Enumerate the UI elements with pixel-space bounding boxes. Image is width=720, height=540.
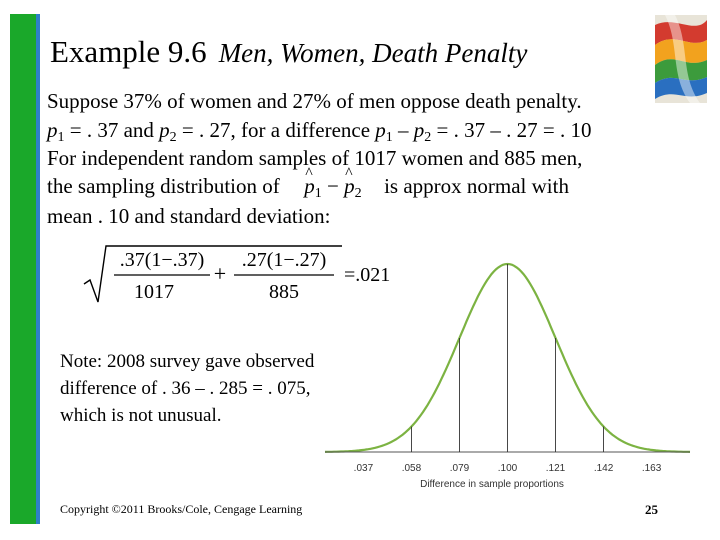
body-line-1: Suppose 37% of women and 27% of men oppo… bbox=[47, 89, 582, 113]
denominator-2: 885 bbox=[269, 281, 299, 303]
p-symbol: p bbox=[47, 118, 58, 142]
x-tick-label: .121 bbox=[546, 463, 566, 474]
x-tick-label: .058 bbox=[402, 463, 422, 474]
x-tick-label: .037 bbox=[354, 463, 374, 474]
denominator-1: 1017 bbox=[134, 281, 174, 303]
body-line-5: mean . 10 and standard deviation: bbox=[47, 204, 331, 228]
x-tick-label: .163 bbox=[642, 463, 662, 474]
p-hat-symbol: p bbox=[304, 160, 315, 200]
minus-symbol: − bbox=[326, 174, 339, 198]
slide-title: Example 9.6 Men, Women, Death Penalty bbox=[50, 34, 527, 70]
subscript: 1 bbox=[314, 186, 322, 201]
subscript: 1 bbox=[385, 130, 393, 145]
page-number: 25 bbox=[645, 502, 658, 517]
normal-distribution-chart: .037 .058 .079 .100 .121 .142 .163 Difference … bbox=[324, 262, 691, 490]
note-line-1: Note: 2008 survey gave observed bbox=[60, 351, 315, 372]
copyright-text: Copyright ©2011 Brooks/Cole, Cengage Lea… bbox=[60, 502, 303, 516]
text-run: the sampling distribution of bbox=[47, 174, 280, 198]
left-accent-stripe bbox=[36, 14, 40, 524]
x-tick-label: .100 bbox=[498, 463, 518, 474]
note-line-2: difference of . 36 – . 285 = . 075, bbox=[60, 378, 311, 399]
numerator-2: .27(1−.27) bbox=[242, 249, 327, 271]
subscript: 2 bbox=[169, 130, 177, 145]
p-symbol: p bbox=[375, 118, 386, 142]
x-axis-label: Difference in sample proportions bbox=[420, 479, 564, 490]
decorative-swirl-image bbox=[655, 15, 707, 103]
x-tick-label: .079 bbox=[450, 463, 470, 474]
text-run: is approx normal with bbox=[384, 174, 569, 198]
survey-note: Note: 2008 survey gave observed differen… bbox=[60, 348, 314, 429]
subscript: 2 bbox=[354, 186, 362, 201]
subscript: 1 bbox=[57, 130, 65, 145]
plus-sign: + bbox=[214, 261, 226, 286]
title-main: Example 9.6 bbox=[50, 34, 207, 69]
body-line-2: p1 = . 37 and p2 = . 27, for a differenc… bbox=[47, 116, 592, 145]
text-run: = . 27, for a difference bbox=[176, 118, 376, 142]
body-line-3: For independent random samples of 1017 w… bbox=[47, 146, 583, 170]
standard-deviation-formula: .37(1−.37) 1017 + .27(1−.27) 885 =.021 bbox=[83, 245, 390, 303]
text-run: – bbox=[392, 118, 414, 142]
title-subtitle: Men, Women, Death Penalty bbox=[218, 38, 528, 68]
text-run: = . 37 and bbox=[64, 118, 160, 142]
subscript: 2 bbox=[424, 130, 432, 145]
p-symbol: p bbox=[413, 118, 425, 142]
left-accent-bar bbox=[10, 14, 36, 524]
formula-result: =.021 bbox=[344, 264, 390, 286]
text-run: = . 37 – . 27 = . 10 bbox=[431, 118, 592, 142]
body-line-4: the sampling distribution of p1 − p2 is … bbox=[47, 160, 569, 201]
numerator-1: .37(1−.37) bbox=[120, 249, 205, 271]
x-tick-label: .142 bbox=[594, 463, 614, 474]
note-line-3: which is not unusual. bbox=[60, 405, 222, 426]
p-hat-symbol: p bbox=[344, 160, 355, 200]
p-symbol: p bbox=[159, 118, 170, 142]
